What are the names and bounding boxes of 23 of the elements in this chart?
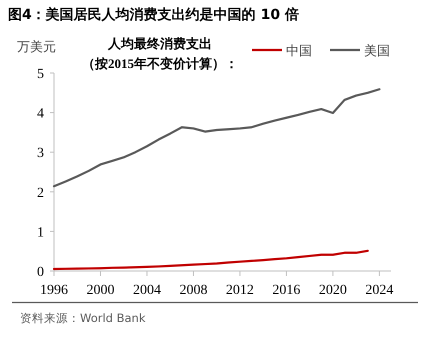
y-tick-label: 5 bbox=[37, 67, 44, 82]
x-tick-label: 1996 bbox=[40, 283, 68, 298]
y-tick-label: 1 bbox=[37, 225, 44, 240]
x-tick-label: 2016 bbox=[272, 283, 300, 298]
chart-title: 图4：美国居民人均消费支出约是中国的 10 倍 bbox=[8, 6, 299, 23]
y-tick-label: 2 bbox=[37, 186, 44, 201]
x-tick-label: 2008 bbox=[179, 283, 208, 298]
text: 资料来源：World Bank bbox=[20, 311, 146, 325]
y-tick-label: 4 bbox=[37, 106, 44, 122]
x-tick-label: 2024 bbox=[365, 283, 394, 298]
x-tick-label: 2012 bbox=[226, 283, 254, 298]
legend-label: 美国 bbox=[364, 43, 390, 58]
x-tick-label: 2004 bbox=[132, 283, 161, 298]
x-tick-label: 2020 bbox=[318, 283, 347, 298]
y-tick-label: 3 bbox=[37, 146, 44, 162]
legend-label: 中国 bbox=[286, 43, 312, 58]
line-series bbox=[52, 250, 369, 270]
text: （按2015年不变价计算）： bbox=[82, 56, 238, 71]
x-tick-label: 2000 bbox=[86, 283, 114, 298]
y-tick-label: 0 bbox=[37, 265, 44, 280]
line-series bbox=[52, 88, 380, 188]
text: 人均最终消费支出 bbox=[107, 36, 212, 51]
y-axis-title: 万美元 bbox=[17, 39, 56, 54]
